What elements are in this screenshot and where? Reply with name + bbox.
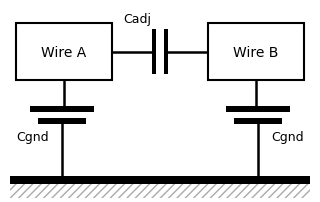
Bar xyxy=(38,119,86,124)
Text: Cgnd: Cgnd xyxy=(16,130,49,143)
Bar xyxy=(30,106,94,112)
Bar xyxy=(10,184,310,198)
Text: Wire B: Wire B xyxy=(233,46,279,59)
Text: Wire A: Wire A xyxy=(41,46,87,59)
Bar xyxy=(164,30,168,75)
Bar xyxy=(152,30,156,75)
Bar xyxy=(226,106,290,112)
Bar xyxy=(16,24,112,81)
Bar xyxy=(208,24,304,81)
Bar xyxy=(10,176,310,184)
Bar xyxy=(234,119,282,124)
Text: Cadj: Cadj xyxy=(124,13,152,26)
Text: Cgnd: Cgnd xyxy=(271,130,304,143)
